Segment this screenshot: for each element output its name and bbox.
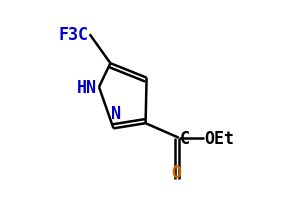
Text: O: O xyxy=(171,163,181,181)
Text: C: C xyxy=(179,129,189,147)
Text: HN: HN xyxy=(77,79,97,96)
Text: N: N xyxy=(110,105,121,123)
Text: F3C: F3C xyxy=(59,26,89,44)
Text: OEt: OEt xyxy=(205,129,234,147)
